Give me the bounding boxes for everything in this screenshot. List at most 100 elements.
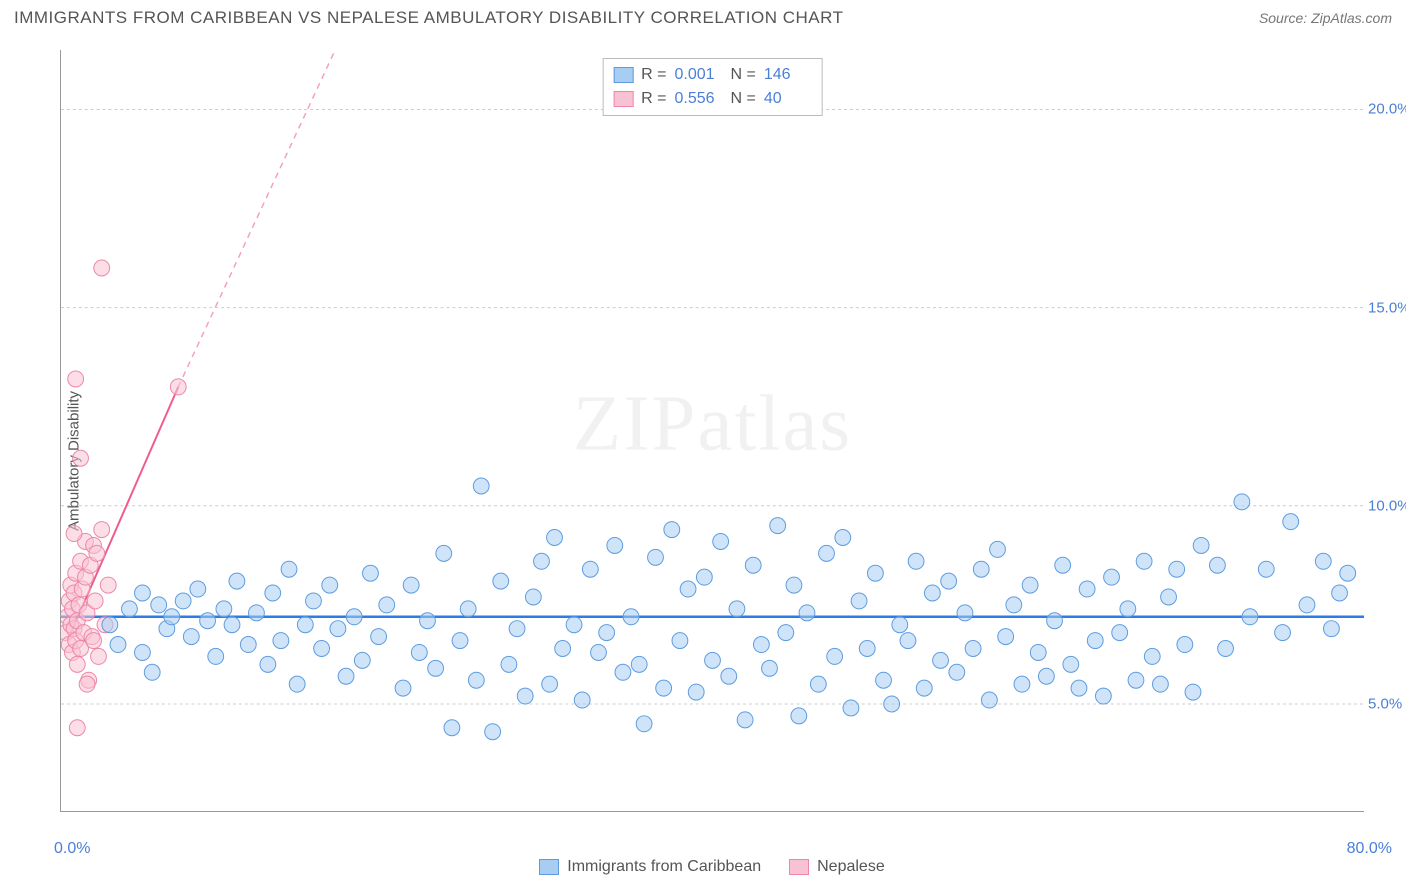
data-point-blue	[799, 605, 815, 621]
data-point-blue	[542, 676, 558, 692]
data-point-blue	[354, 652, 370, 668]
data-point-blue	[1315, 553, 1331, 569]
data-point-blue	[1112, 625, 1128, 641]
data-point-blue	[656, 680, 672, 696]
data-point-pink	[69, 720, 85, 736]
data-point-blue	[574, 692, 590, 708]
swatch-pink-icon	[613, 91, 633, 107]
data-point-blue	[534, 553, 550, 569]
data-point-blue	[175, 593, 191, 609]
data-point-pink	[89, 545, 105, 561]
data-point-blue	[1152, 676, 1168, 692]
data-point-blue	[819, 545, 835, 561]
watermark: ZIPatlas	[573, 379, 852, 467]
data-point-blue	[941, 573, 957, 589]
data-point-blue	[1022, 577, 1038, 593]
legend-item-blue: Immigrants from Caribbean	[539, 858, 761, 876]
data-point-blue	[314, 641, 330, 657]
stats-row-pink: R = 0.556 N = 40	[613, 87, 812, 111]
data-point-pink	[68, 371, 84, 387]
data-point-blue	[566, 617, 582, 633]
data-point-blue	[1063, 656, 1079, 672]
data-point-blue	[200, 613, 216, 629]
data-point-blue	[452, 633, 468, 649]
data-point-blue	[265, 585, 281, 601]
data-point-blue	[908, 553, 924, 569]
data-point-blue	[810, 676, 826, 692]
data-point-blue	[1071, 680, 1087, 696]
data-point-blue	[737, 712, 753, 728]
data-point-blue	[260, 656, 276, 672]
data-point-blue	[1234, 494, 1250, 510]
stats-r-value: 0.556	[675, 87, 723, 111]
data-point-blue	[395, 680, 411, 696]
data-point-blue	[965, 641, 981, 657]
stats-n-label: N =	[731, 63, 756, 87]
data-point-blue	[190, 581, 206, 597]
data-point-blue	[957, 605, 973, 621]
data-point-blue	[680, 581, 696, 597]
data-point-blue	[493, 573, 509, 589]
data-point-pink	[94, 260, 110, 276]
data-point-blue	[1193, 537, 1209, 553]
source-label: Source: ZipAtlas.com	[1259, 10, 1392, 26]
data-point-blue	[933, 652, 949, 668]
y-tick-label: 5.0%	[1368, 695, 1402, 712]
data-point-blue	[1218, 641, 1234, 657]
data-point-blue	[249, 605, 265, 621]
data-point-blue	[729, 601, 745, 617]
data-point-blue	[835, 530, 851, 546]
data-point-blue	[664, 522, 680, 538]
data-point-blue	[998, 629, 1014, 645]
data-point-blue	[688, 684, 704, 700]
data-point-blue	[867, 565, 883, 581]
data-point-pink	[86, 633, 102, 649]
data-point-pink	[94, 522, 110, 538]
data-point-pink	[87, 593, 103, 609]
data-point-pink	[170, 379, 186, 395]
data-point-blue	[517, 688, 533, 704]
plot-area: ZIPatlas R = 0.001 N = 146 R = 0.556 N =…	[60, 50, 1364, 812]
data-point-blue	[289, 676, 305, 692]
data-point-blue	[770, 518, 786, 534]
data-point-blue	[900, 633, 916, 649]
data-point-blue	[1128, 672, 1144, 688]
data-point-blue	[705, 652, 721, 668]
data-point-blue	[1258, 561, 1274, 577]
data-point-blue	[778, 625, 794, 641]
data-point-blue	[240, 637, 256, 653]
data-point-blue	[363, 565, 379, 581]
data-point-blue	[468, 672, 484, 688]
data-point-blue	[1047, 613, 1063, 629]
data-point-blue	[924, 585, 940, 601]
data-point-blue	[973, 561, 989, 577]
plot-svg: ZIPatlas	[61, 50, 1364, 811]
y-tick-label: 15.0%	[1368, 299, 1406, 316]
data-point-blue	[591, 644, 607, 660]
data-point-blue	[281, 561, 297, 577]
data-point-blue	[1079, 581, 1095, 597]
bottom-legend: Immigrants from Caribbean Nepalese	[60, 858, 1364, 876]
data-point-blue	[1095, 688, 1111, 704]
data-point-blue	[892, 617, 908, 633]
chart-container: Ambulatory Disability ZIPatlas R = 0.001…	[14, 40, 1392, 882]
data-point-blue	[229, 573, 245, 589]
data-point-blue	[420, 613, 436, 629]
data-point-blue	[1242, 609, 1258, 625]
data-point-blue	[460, 601, 476, 617]
data-point-blue	[224, 617, 240, 633]
data-point-blue	[273, 633, 289, 649]
data-point-blue	[403, 577, 419, 593]
data-point-blue	[1055, 557, 1071, 573]
data-point-blue	[306, 593, 322, 609]
data-point-blue	[555, 641, 571, 657]
data-point-blue	[547, 530, 563, 546]
data-point-blue	[110, 637, 126, 653]
legend-item-pink: Nepalese	[789, 858, 885, 876]
data-point-blue	[135, 644, 151, 660]
data-point-blue	[786, 577, 802, 593]
data-point-blue	[859, 641, 875, 657]
data-point-blue	[721, 668, 737, 684]
data-point-blue	[1283, 514, 1299, 530]
data-point-blue	[1104, 569, 1120, 585]
